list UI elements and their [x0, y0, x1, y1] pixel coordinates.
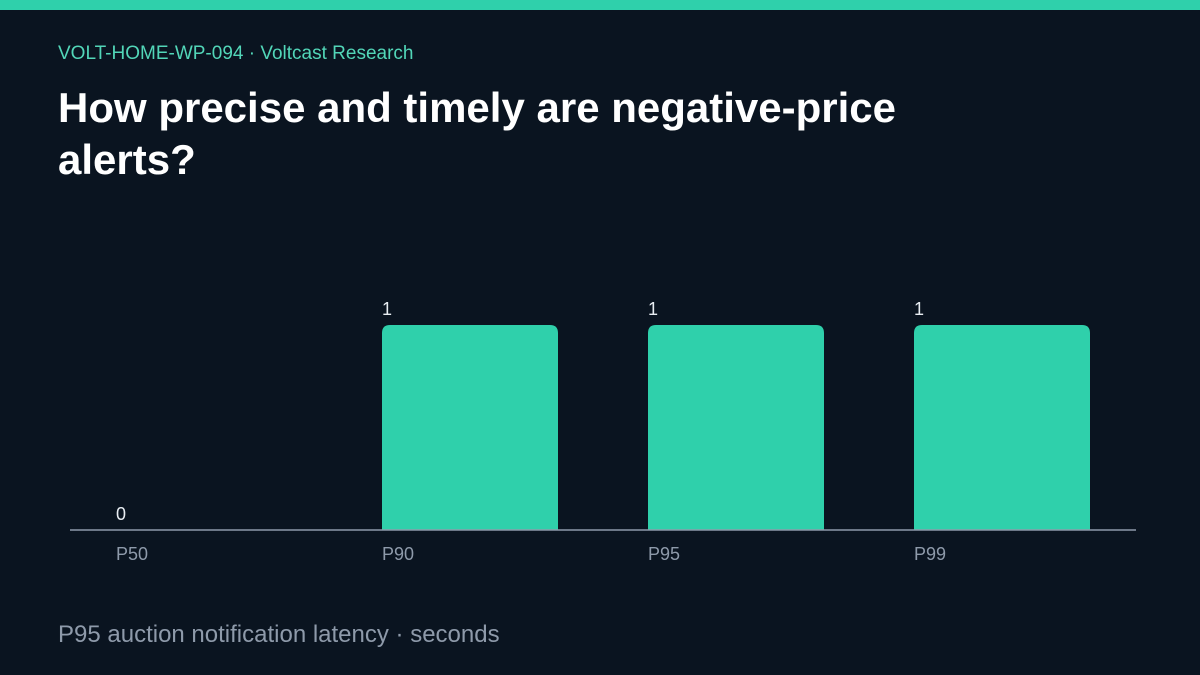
chart-caption: P95 auction notification latency · secon…: [58, 621, 500, 648]
page-title: How precise and timely are negative-pric…: [58, 84, 896, 183]
report-eyebrow: VOLT-HOME-WP-094 · Voltcast Research: [58, 43, 414, 64]
tick-label-p90: P90: [382, 544, 414, 564]
bar-p90: [382, 325, 558, 530]
data-label-p99: 1: [914, 299, 924, 319]
tick-label-p95: P95: [648, 544, 680, 564]
top-accent-bar: [0, 0, 1200, 10]
bar-p95: [648, 325, 824, 530]
bars-layer: [382, 325, 1090, 530]
data-label-p95: 1: [648, 299, 658, 319]
bar-p99: [914, 325, 1090, 530]
data-label-p90: 1: [382, 299, 392, 319]
labels-layer: 0 P50 1 P90 1 P95 1 P99: [116, 299, 946, 564]
tick-label-p99: P99: [914, 544, 946, 564]
data-label-p50: 0: [116, 504, 126, 524]
tick-label-p50: P50: [116, 544, 148, 564]
